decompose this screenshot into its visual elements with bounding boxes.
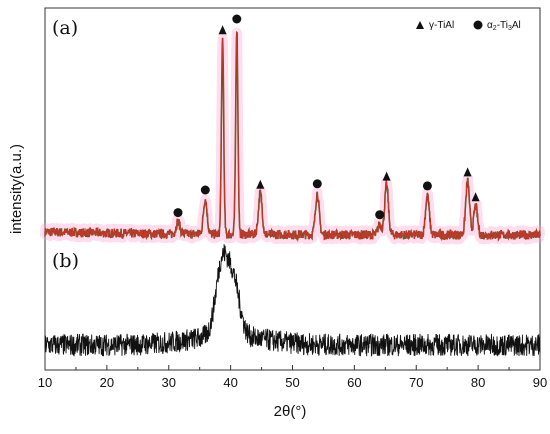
panel-label-b: (b): [52, 250, 79, 272]
alpha2-marker-0: [173, 208, 183, 218]
x-tick-label: 50: [285, 375, 299, 390]
x-tick-label: 40: [223, 375, 237, 390]
legend-alpha2-circle-icon: [473, 20, 483, 30]
alpha2-marker-1: [200, 185, 210, 195]
x-tick-label: 60: [347, 375, 361, 390]
alpha2-marker-8: [422, 181, 432, 191]
x-tick-label: 70: [409, 375, 423, 390]
x-axis-label: 2θ(°): [274, 403, 307, 420]
gamma-marker-4: [256, 179, 265, 189]
panel-label-a: (a): [52, 17, 78, 39]
x-tick-label: 80: [471, 375, 485, 390]
x-tick-label: 10: [38, 375, 52, 390]
legend: γ-TiAl α2-Ti3Al: [416, 20, 521, 32]
x-tick-label: 90: [533, 375, 547, 390]
x-axis-ticks: 10 20 30 40 50 60 70 80 90: [38, 365, 547, 390]
y-axis-label: intensity(a.u.): [8, 144, 25, 234]
legend-gamma-label: γ-TiAl: [429, 20, 454, 31]
legend-gamma-triangle-icon: [416, 21, 424, 29]
series-a-line: [44, 31, 541, 241]
alpha2-marker-6: [375, 210, 385, 220]
plot-frame: [44, 7, 541, 371]
phase-markers: [173, 14, 480, 220]
alpha2-marker-5: [312, 179, 322, 189]
legend-alpha2-label: α2-Ti3Al: [487, 20, 521, 32]
gamma-marker-10: [471, 192, 480, 202]
x-tick-label: 30: [162, 375, 176, 390]
gamma-marker-9: [463, 167, 472, 177]
x-tick-label: 20: [100, 375, 114, 390]
series-layer: [44, 30, 541, 357]
gamma-marker-2: [218, 25, 227, 35]
gamma-marker-7: [382, 171, 391, 181]
alpha2-marker-3: [232, 14, 242, 24]
series-b-line: [44, 244, 541, 357]
